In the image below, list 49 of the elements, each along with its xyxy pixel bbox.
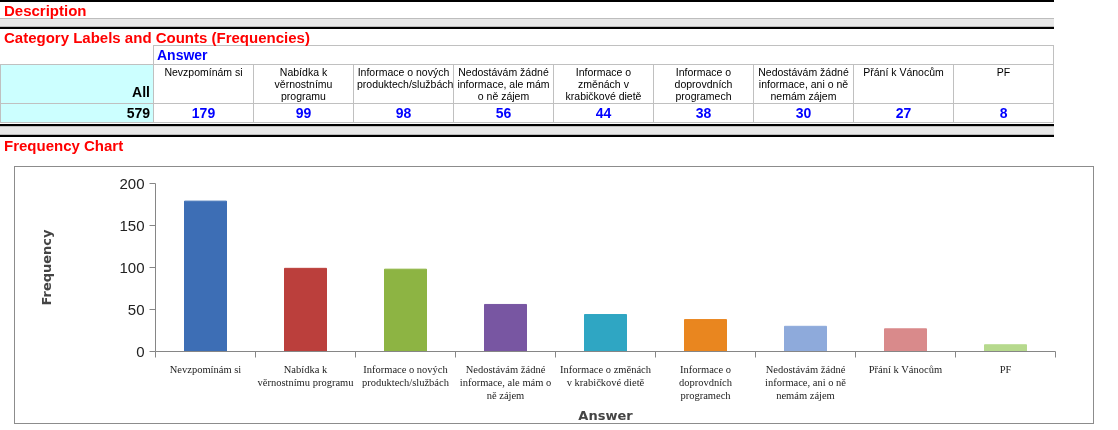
category-label: Informace o změnách v krabičkové dietě xyxy=(565,66,642,102)
text: Category Labels and Counts (Frequencies) xyxy=(0,27,1055,46)
y-tick-label: 150 xyxy=(119,216,145,234)
x-tick-label: Nabídka k věrnostnímu programu xyxy=(257,363,355,388)
bar xyxy=(284,267,327,352)
x-tick-label: Informace o doprovdních programech xyxy=(678,363,733,401)
bar xyxy=(184,200,227,352)
y-tick-label: 50 xyxy=(127,300,145,318)
text: Answer xyxy=(157,47,208,63)
x-tick-label: Informace o změnách v krabičkové dietě xyxy=(560,363,652,388)
category-label: Nedostávám žádné informace, ani o ně nemám zájem xyxy=(758,66,849,102)
x-tick-label: PF xyxy=(999,363,1012,375)
category-label: Přání k Vánocům xyxy=(863,66,944,78)
y-tick-label: 100 xyxy=(119,258,145,276)
y-axis-title: Frequency xyxy=(39,228,55,306)
data-label: 38 xyxy=(653,103,754,123)
x-tick-label: Nevzpomínám si xyxy=(169,363,242,375)
x-tick-label: Informace o nových produktech/službách xyxy=(362,363,450,388)
category-label: Informace o nových produktech/službách xyxy=(357,66,454,90)
text: 579 xyxy=(0,103,154,123)
bar xyxy=(784,325,827,352)
text: All xyxy=(0,64,154,104)
data-label: 56 xyxy=(453,103,554,123)
bar xyxy=(484,303,527,352)
data-label: 98 xyxy=(353,103,454,123)
bar xyxy=(684,319,727,352)
bar xyxy=(584,314,627,352)
category-label: PF xyxy=(996,66,1011,78)
data-label: 179 xyxy=(153,103,254,123)
y-tick-label: 200 xyxy=(119,174,145,192)
data-label: 99 xyxy=(253,103,354,123)
x-tick-label: Nedostávám žádné informace, ale mám o ně zájem xyxy=(459,363,552,401)
category-label: Informace o doprovdních programech xyxy=(674,66,733,102)
category-label: Nevzpomínám si xyxy=(164,66,243,78)
chart-title: Frequency Chart xyxy=(0,135,1055,154)
y-tick-label: 0 xyxy=(136,342,145,360)
category-label: Nedostávám žádné informace, ale mám o ně zájem xyxy=(457,66,550,102)
bar xyxy=(384,268,427,352)
data-label: 44 xyxy=(553,103,654,123)
x-tick-label: Přání k Vánocům xyxy=(868,363,943,375)
text: Description xyxy=(0,0,1055,19)
x-tick-label: Nedostávám žádné informace, ani o ně nemám zájem xyxy=(764,363,847,401)
x-axis-title: Answer xyxy=(578,407,634,423)
category-label: Nabídka k věrnostnímu programu xyxy=(274,66,333,102)
bar xyxy=(884,328,927,352)
data-label: 8 xyxy=(953,103,1054,123)
data-label: 30 xyxy=(753,103,854,123)
data-label: 27 xyxy=(853,103,954,123)
bar xyxy=(984,344,1027,352)
